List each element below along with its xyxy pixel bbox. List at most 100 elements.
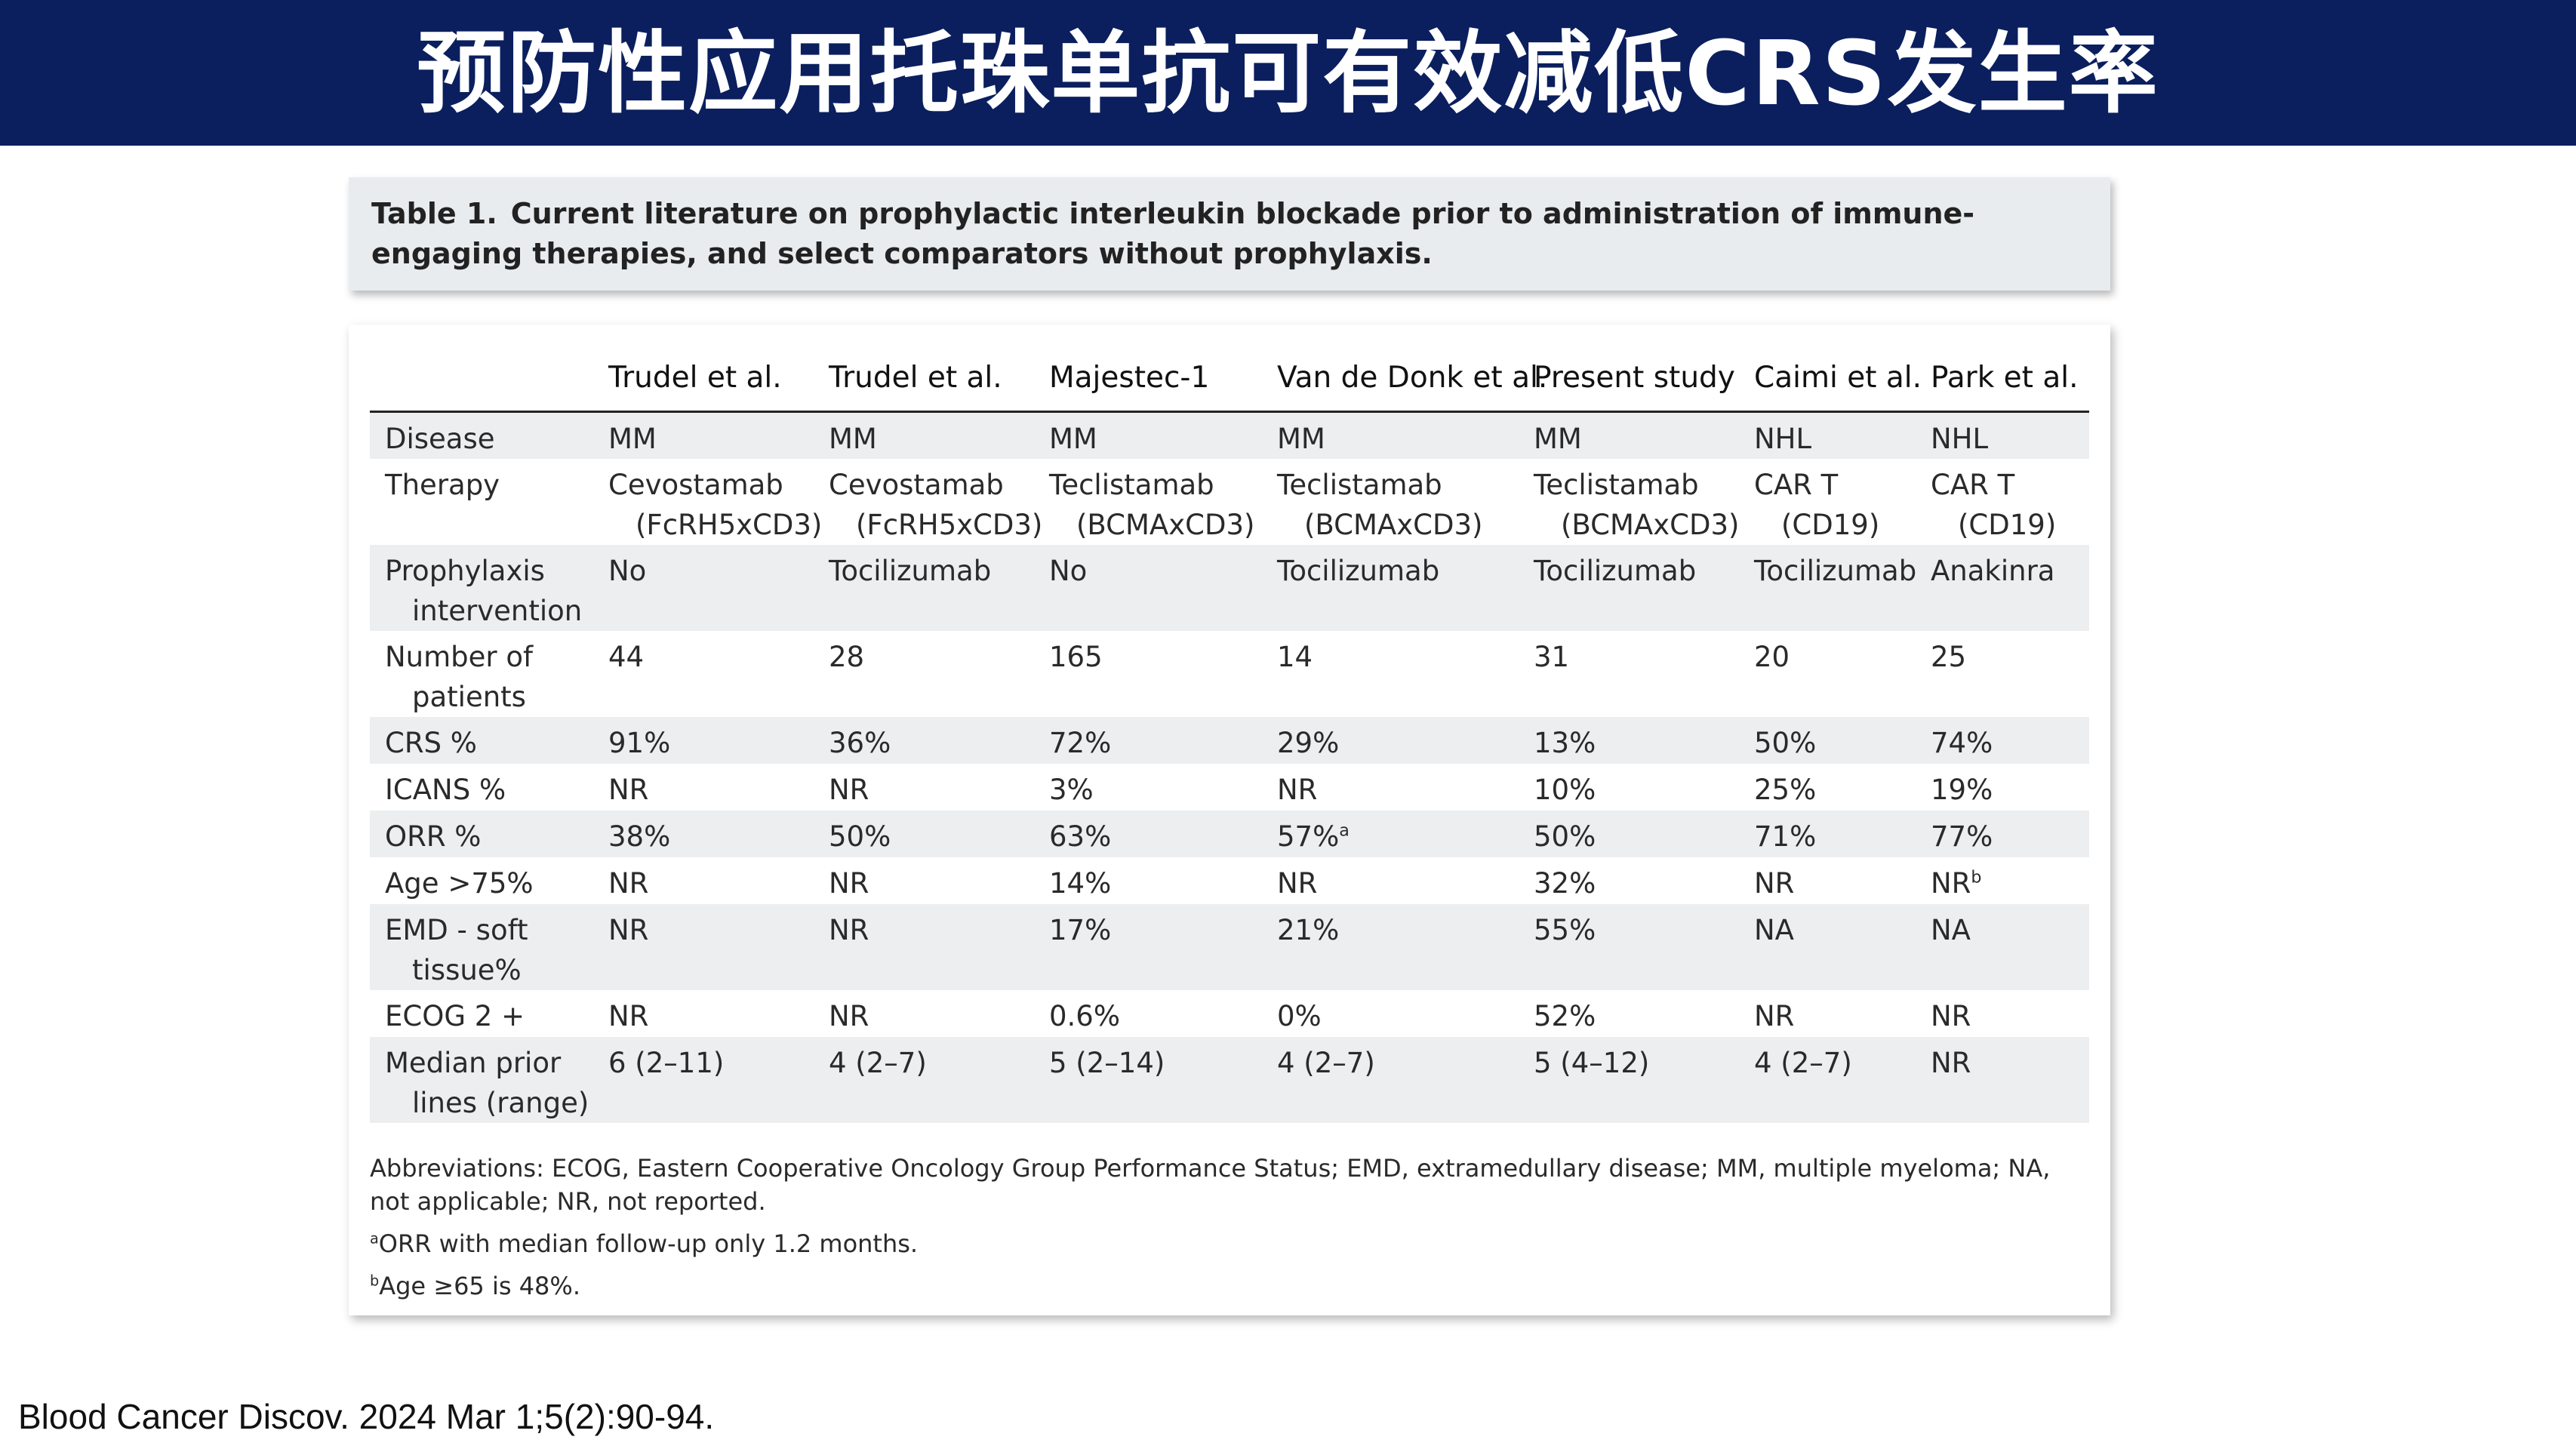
table-cell: CAR T (CD19) xyxy=(1916,459,2089,545)
table-cell: 4 (2–7) xyxy=(1262,1037,1519,1123)
row-label-line: Therapy xyxy=(385,469,500,501)
cell-line: 4 (2–7) xyxy=(1754,1047,1852,1079)
cell-line: 10% xyxy=(1534,774,1596,806)
cell-line: (CD19) xyxy=(1958,509,2057,541)
row-label-line: Prophylaxis xyxy=(385,555,545,587)
table-cell: 36% xyxy=(814,717,1034,764)
table-cell: NR xyxy=(1262,857,1519,904)
cell-line: 13% xyxy=(1534,727,1596,759)
citation: Blood Cancer Discov. 2024 Mar 1;5(2):90-… xyxy=(18,1397,715,1436)
table-caption-text: Current literature on prophylactic inter… xyxy=(371,197,1975,270)
cell-line: Tocilizumab xyxy=(829,555,992,587)
cell-line: (BCMAxCD3) xyxy=(1561,509,1740,541)
row-label-line: ICANS % xyxy=(385,774,506,806)
table-row: Therapy Cevostamab (FcRH5xCD3) Cevostamab (F… xyxy=(370,459,2089,545)
cell-line: No xyxy=(1049,555,1088,587)
cell-line: NA xyxy=(1931,914,1971,946)
table-cell: NR xyxy=(814,904,1034,990)
table-cell: CAR T (CD19) xyxy=(1739,459,1916,545)
cell-line: 77% xyxy=(1931,820,1993,853)
table-cell: NR xyxy=(593,857,814,904)
footnote-b-mark: b xyxy=(370,1272,380,1290)
cell-line: NHL xyxy=(1754,423,1812,455)
table-row: EMD - soft tissue% NR NR 17% 21% 55% NA NA xyxy=(370,904,2089,990)
table-cell: MM xyxy=(814,411,1034,459)
table-cell: Tocilizumab xyxy=(814,545,1034,631)
table-cell: 38% xyxy=(593,811,814,857)
table-cell: Cevostamab (FcRH5xCD3) xyxy=(814,459,1043,545)
cell-line: 44 xyxy=(608,641,645,673)
row-label-line: Median prior xyxy=(385,1047,562,1079)
cell-line: NR xyxy=(829,914,869,946)
table-row: Prophylaxis intervention No Tocilizumab No To… xyxy=(370,545,2089,631)
table-cell: No xyxy=(593,545,814,631)
table-cell: 6 (2–11) xyxy=(593,1037,814,1123)
header-cell: Majestec-1 xyxy=(1034,344,1262,413)
cell-line: NA xyxy=(1754,914,1794,946)
row-label-line: intervention xyxy=(412,595,583,627)
cell-line: 71% xyxy=(1754,820,1817,853)
table-cell: 28 xyxy=(814,631,1034,717)
table-cell: 14% xyxy=(1034,857,1262,904)
table-cell: 25% xyxy=(1739,764,1916,811)
cell-line: (BCMAxCD3) xyxy=(1304,509,1483,541)
cell-line: NR xyxy=(608,774,649,806)
row-label-line: patients xyxy=(412,681,526,713)
row-label: ORR % xyxy=(370,811,593,857)
cell-line: 19% xyxy=(1931,774,1993,806)
table-cell: NR xyxy=(1916,990,2089,1037)
table-cell: NA xyxy=(1739,904,1916,990)
cell-line: NR xyxy=(829,1000,869,1032)
table-row: CRS % 91% 36% 72% 29% 13% 50% 74% xyxy=(370,717,2089,764)
cell-line: 14 xyxy=(1277,641,1313,673)
abbreviations-note: Abbreviations: ECOG, Eastern Cooperative… xyxy=(370,1154,2051,1216)
row-label: Age >75% xyxy=(370,857,593,904)
table-cell: MM xyxy=(1034,411,1262,459)
cell-line: 52% xyxy=(1534,1000,1596,1032)
table-row: Median prior lines (range) 6 (2–11) 4 (2–7)… xyxy=(370,1037,2089,1123)
table-row: Disease MM MM MM MM MM NHL NHL xyxy=(370,411,2089,459)
cell-line: 6 (2–11) xyxy=(608,1047,725,1079)
cell-line: 38% xyxy=(608,820,671,853)
table-cell: 72% xyxy=(1034,717,1262,764)
table-cell: 21% xyxy=(1262,904,1519,990)
table-cell: NR xyxy=(1739,857,1916,904)
table-cell: 74% xyxy=(1916,717,2089,764)
table-cell: 5 (4–12) xyxy=(1519,1037,1739,1123)
cell-line: 5 (4–12) xyxy=(1534,1047,1650,1079)
table-cell: Tocilizumab xyxy=(1262,545,1519,631)
table-cell: 50% xyxy=(1739,717,1916,764)
cell-line: 36% xyxy=(829,727,891,759)
table-cell: 50% xyxy=(814,811,1034,857)
cell-line: MM xyxy=(1534,423,1582,455)
cell-line: Anakinra xyxy=(1931,555,2055,587)
table-cell: NA xyxy=(1916,904,2089,990)
table-cell: 0.6% xyxy=(1034,990,1262,1037)
table-cell: 25 xyxy=(1916,631,2089,717)
table-cell: 91% xyxy=(593,717,814,764)
cell-line: NR xyxy=(608,867,649,900)
cell-line: NHL xyxy=(1931,423,1989,455)
table-row: ORR % 38% 50% 63% 57%a 50% 71% 77% xyxy=(370,811,2089,857)
table-cell: NR xyxy=(593,990,814,1037)
cell-line: 50% xyxy=(829,820,891,853)
title-banner: 预防性应用托珠单抗可有效减低CRS发生率 xyxy=(0,0,2576,146)
cell-line: 72% xyxy=(1049,727,1112,759)
cell-line: 25% xyxy=(1754,774,1817,806)
table-cell: MM xyxy=(593,411,814,459)
cell-line: 17% xyxy=(1049,914,1112,946)
cell-line: 63% xyxy=(1049,820,1112,853)
table-cell: MM xyxy=(1262,411,1519,459)
table-cell: 0% xyxy=(1262,990,1519,1037)
cell-line: Tocilizumab xyxy=(1534,555,1697,587)
table-row: Number of patients 44 28 165 14 31 20 25 xyxy=(370,631,2089,717)
cell-line: 3% xyxy=(1049,774,1094,806)
cell-line: Cevostamab xyxy=(608,469,783,501)
row-label: Prophylaxis intervention xyxy=(370,545,593,631)
table-row: Age >75% NR NR 14% NR 32% NR NRb xyxy=(370,857,2089,904)
cell-line: 50% xyxy=(1754,727,1817,759)
cell-line: (FcRH5xCD3) xyxy=(856,509,1043,541)
cell-line: NR xyxy=(1931,867,1971,900)
cell-line: 28 xyxy=(829,641,865,673)
table-row: ECOG 2 + NR NR 0.6% 0% 52% NR NR xyxy=(370,990,2089,1037)
